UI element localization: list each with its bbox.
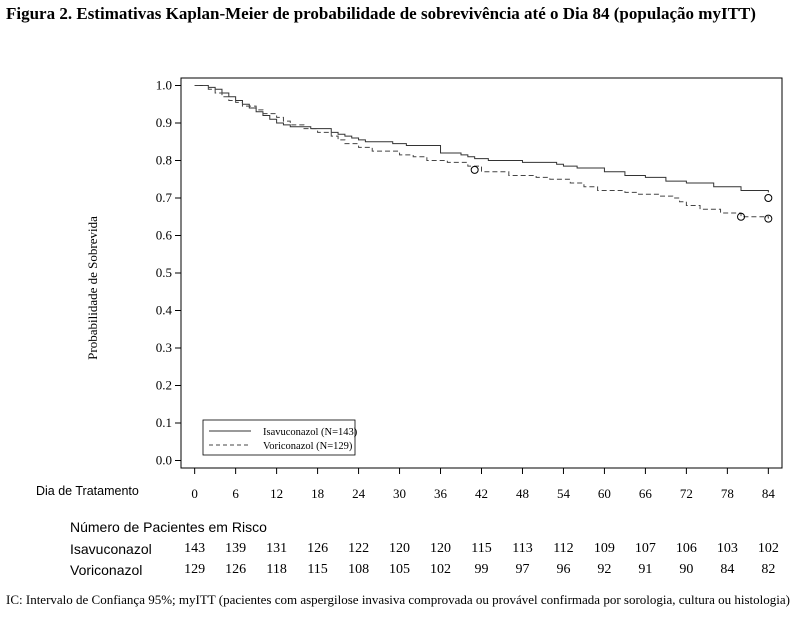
- y-tick-label: 0.1: [156, 415, 172, 430]
- x-tick-label: 0: [191, 486, 198, 501]
- risk-row-label-isavuconazol: Isavuconazol: [70, 541, 152, 557]
- survival-curves: [194, 85, 769, 219]
- legend-box: [202, 419, 356, 456]
- censor-mark: [764, 214, 773, 223]
- risk-cell: 139: [225, 541, 247, 556]
- x-axis-label: Dia de Tratamento: [36, 484, 139, 498]
- y-tick-label: 0.8: [156, 153, 172, 168]
- x-tick-label: 66: [639, 486, 653, 501]
- legend: Isavuconazol (N=143) Voriconazol (N=129): [202, 419, 358, 456]
- risk-cell: 105: [389, 562, 411, 577]
- risk-cell: 115: [471, 541, 492, 556]
- censor-mark: [470, 165, 479, 174]
- risk-cell: 91: [638, 562, 653, 577]
- risk-cell: 113: [512, 541, 533, 556]
- risk-cell: 131: [266, 541, 288, 556]
- risk-cell: 120: [430, 541, 452, 556]
- y-tick-label: 0.5: [156, 265, 172, 280]
- risk-cell: 120: [389, 541, 411, 556]
- risk-cell: 84: [720, 562, 735, 577]
- risk-cell: 143: [184, 541, 206, 556]
- risk-cell: 118: [266, 562, 287, 577]
- x-tick-label: 60: [598, 486, 611, 501]
- risk-cell: 126: [307, 541, 329, 556]
- x-tick-label: 72: [680, 486, 693, 501]
- x-tick-label: 24: [352, 486, 366, 501]
- x-tick-label: 36: [434, 486, 448, 501]
- risk-cell: 90: [679, 562, 694, 577]
- risk-cell: 115: [307, 562, 328, 577]
- censor-marks: [470, 165, 773, 223]
- y-axis: 0.0 0.1 0.2 0.3 0.4 0.5 0.6 0.7 0.8 0.9 1.0: [156, 78, 181, 468]
- risk-cell: 109: [593, 541, 615, 556]
- risk-table-title: Número de Pacientes em Risco: [70, 519, 267, 535]
- risk-cell: 129: [184, 562, 206, 577]
- footnote: IC: Intervalo de Confiança 95%; myITT (p…: [6, 592, 790, 607]
- series-line-isavuconazol: [194, 85, 769, 193]
- x-tick-label: 84: [762, 486, 776, 501]
- y-axis-label: Probabilidade de Sobrevida: [85, 216, 100, 360]
- y-tick-label: 0.9: [156, 115, 172, 130]
- y-tick-label: 0.7: [156, 190, 173, 205]
- legend-label: Voriconazol (N=129): [263, 441, 353, 452]
- risk-row-label-voriconazol: Voriconazol: [70, 562, 143, 578]
- risk-cell: 106: [675, 541, 697, 556]
- series-line-voriconazol: [194, 85, 769, 219]
- risk-cell: 99: [474, 562, 489, 577]
- x-tick-label: 30: [393, 486, 406, 501]
- legend-label: Isavuconazol (N=143): [263, 427, 358, 438]
- risk-cell: 96: [556, 562, 571, 577]
- risk-cell: 103: [716, 541, 738, 556]
- risk-cell: 126: [225, 562, 247, 577]
- censor-mark: [737, 212, 746, 221]
- risk-cell: 92: [597, 562, 612, 577]
- x-tick-label: 48: [516, 486, 529, 501]
- risk-cell: 102: [757, 541, 779, 556]
- y-tick-label: 0.3: [156, 340, 172, 355]
- x-tick-label: 54: [557, 486, 571, 501]
- risk-cell: 102: [430, 562, 452, 577]
- x-tick-label: 12: [270, 486, 283, 501]
- y-tick-label: 0.6: [156, 228, 173, 243]
- x-tick-label: 78: [721, 486, 734, 501]
- y-tick-label: 1.0: [156, 78, 172, 93]
- risk-cell: 112: [553, 541, 574, 556]
- censor-mark: [764, 194, 773, 202]
- risk-cell: 82: [761, 562, 776, 577]
- risk-cell: 122: [348, 541, 370, 556]
- risk-cell: 107: [634, 541, 656, 556]
- risk-cell: 108: [348, 562, 370, 577]
- plot-frame: [180, 77, 783, 469]
- x-tick-label: 6: [232, 486, 239, 501]
- x-axis: 0 6 12 18 24 30 36 42 48 54 60 66 72 78 84: [191, 468, 775, 501]
- x-tick-label: 42: [475, 486, 488, 501]
- y-tick-label: 0.0: [156, 453, 172, 468]
- figure-title: Figura 2. Estimativas Kaplan-Meier de pr…: [6, 4, 756, 23]
- x-tick-label: 18: [311, 486, 324, 501]
- y-tick-label: 0.2: [156, 378, 172, 393]
- y-tick-label: 0.4: [156, 303, 173, 318]
- risk-cell: 97: [515, 562, 530, 577]
